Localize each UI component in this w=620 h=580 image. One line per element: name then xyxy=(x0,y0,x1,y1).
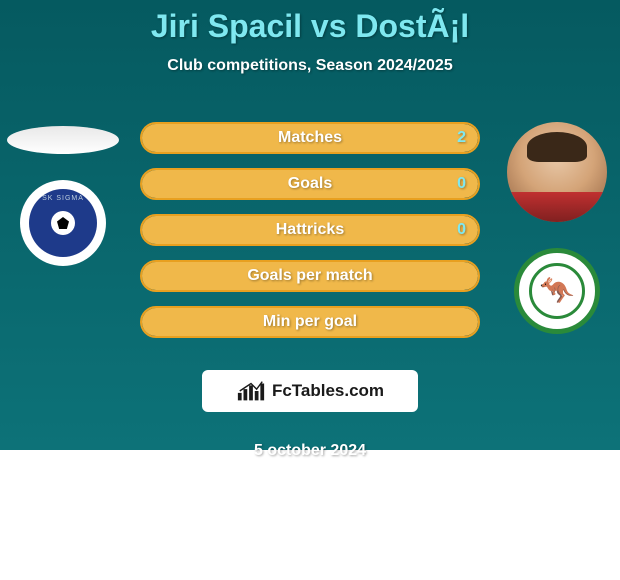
player-avatar-placeholder xyxy=(7,126,119,154)
kangaroo-icon: 🦘 xyxy=(540,277,575,305)
stat-label: Goals per match xyxy=(142,267,478,285)
right-player-column: 🦘 xyxy=(502,122,612,334)
stat-row: Min per goal xyxy=(140,306,480,338)
stat-row: Hattricks 0 xyxy=(140,214,480,246)
stat-label: Matches xyxy=(142,129,478,147)
stat-row: Goals per match xyxy=(140,260,480,292)
player-avatar xyxy=(507,122,607,222)
stat-label: Goals xyxy=(142,175,478,193)
stat-label: Hattricks xyxy=(142,221,478,239)
club-crest-bohemians: 🦘 xyxy=(514,248,600,334)
stat-row: Goals 0 xyxy=(140,168,480,200)
stat-label: Min per goal xyxy=(142,313,478,331)
bar-chart-icon xyxy=(236,379,266,403)
subtitle: Club competitions, Season 2024/2025 xyxy=(0,57,620,75)
watermark-text: FcTables.com xyxy=(272,381,384,401)
stat-value-right: 0 xyxy=(457,175,466,193)
comparison-card: Jiri Spacil vs DostÃ¡l Club competitions… xyxy=(0,0,620,450)
stat-value-right: 2 xyxy=(457,129,466,147)
watermark: FcTables.com xyxy=(202,370,418,412)
date: 5 october 2024 xyxy=(140,442,480,460)
stat-row: Matches 2 xyxy=(140,122,480,154)
left-player-column: SK SIGMA xyxy=(8,122,118,266)
club-crest-sigma: SK SIGMA xyxy=(20,180,106,266)
stat-value-right: 0 xyxy=(457,221,466,239)
page-title: Jiri Spacil vs DostÃ¡l xyxy=(0,0,620,45)
stats-list: Matches 2 Goals 0 Hattricks 0 Goals per … xyxy=(140,122,480,460)
